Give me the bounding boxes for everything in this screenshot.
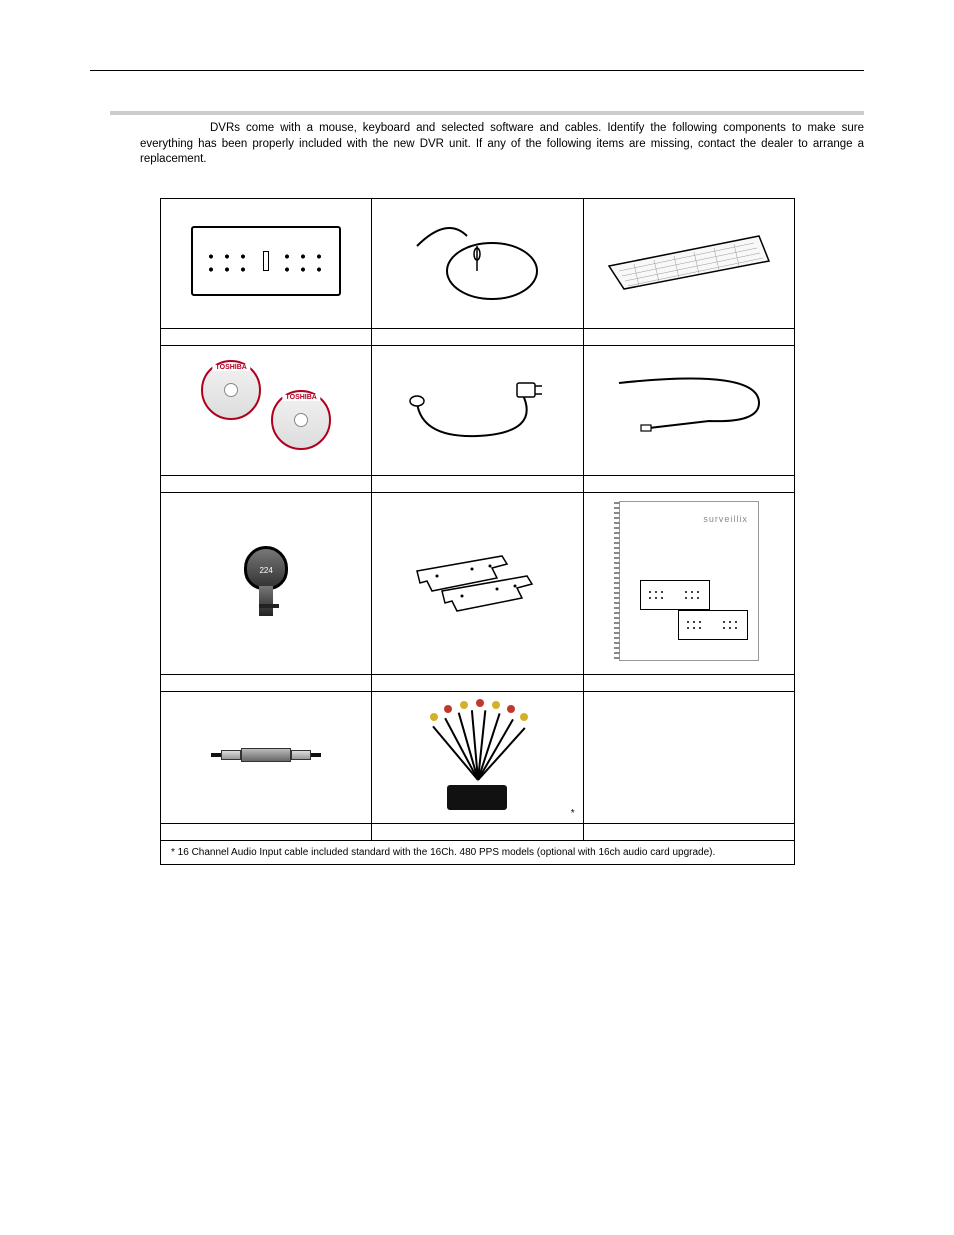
audiocable-illustration bbox=[412, 700, 542, 810]
brackets-illustration bbox=[402, 536, 552, 626]
disc-brand-2: TOSHIBA bbox=[282, 394, 319, 401]
label-dvr bbox=[161, 328, 372, 345]
cell-keyboard bbox=[583, 198, 794, 328]
disc-brand-1: TOSHIBA bbox=[212, 364, 249, 371]
cell-manual: surveillix bbox=[583, 492, 794, 674]
cell-adapter bbox=[583, 345, 794, 475]
label-empty bbox=[583, 823, 794, 840]
mouse-illustration bbox=[407, 216, 547, 306]
header-rule bbox=[90, 70, 864, 71]
cell-brackets bbox=[372, 492, 583, 674]
key-number: 224 bbox=[241, 566, 291, 575]
label-adapter bbox=[583, 475, 794, 492]
keyboard-illustration bbox=[604, 231, 774, 291]
label-rca bbox=[161, 823, 372, 840]
powercord-illustration bbox=[402, 368, 552, 448]
cell-discs: TOSHIBA TOSHIBA bbox=[161, 345, 372, 475]
label-audiocable bbox=[372, 823, 583, 840]
section-bar bbox=[110, 111, 864, 115]
key-illustration: 224 bbox=[241, 546, 291, 616]
intro-line3: replacement. bbox=[140, 153, 206, 165]
cell-rca bbox=[161, 691, 372, 823]
label-manual bbox=[583, 674, 794, 691]
intro-line2: everything has been properly included wi… bbox=[140, 138, 864, 150]
cell-mouse bbox=[372, 198, 583, 328]
cell-dvr bbox=[161, 198, 372, 328]
label-mouse bbox=[372, 328, 583, 345]
label-discs bbox=[161, 475, 372, 492]
dvr-illustration bbox=[191, 226, 341, 296]
footnote: * 16 Channel Audio Input cable included … bbox=[161, 840, 795, 864]
intro-line1: DVRs come with a mouse, keyboard and sel… bbox=[210, 122, 864, 134]
label-key bbox=[161, 674, 372, 691]
label-powercord bbox=[372, 475, 583, 492]
adapter-illustration bbox=[609, 373, 769, 443]
components-grid: TOSHIBA TOSHIBA bbox=[160, 198, 795, 865]
audiocable-asterisk: * bbox=[571, 808, 575, 819]
intro-paragraph: DVRs come with a mouse, keyboard and sel… bbox=[140, 121, 864, 168]
manual-illustration: surveillix bbox=[619, 501, 759, 661]
rca-illustration bbox=[211, 740, 321, 770]
label-keyboard bbox=[583, 328, 794, 345]
cell-key: 224 bbox=[161, 492, 372, 674]
cell-powercord bbox=[372, 345, 583, 475]
discs-illustration: TOSHIBA TOSHIBA bbox=[201, 360, 331, 455]
manual-brand: surveillix bbox=[703, 514, 748, 524]
label-brackets bbox=[372, 674, 583, 691]
cell-audiocable: * bbox=[372, 691, 583, 823]
cell-empty bbox=[583, 691, 794, 823]
